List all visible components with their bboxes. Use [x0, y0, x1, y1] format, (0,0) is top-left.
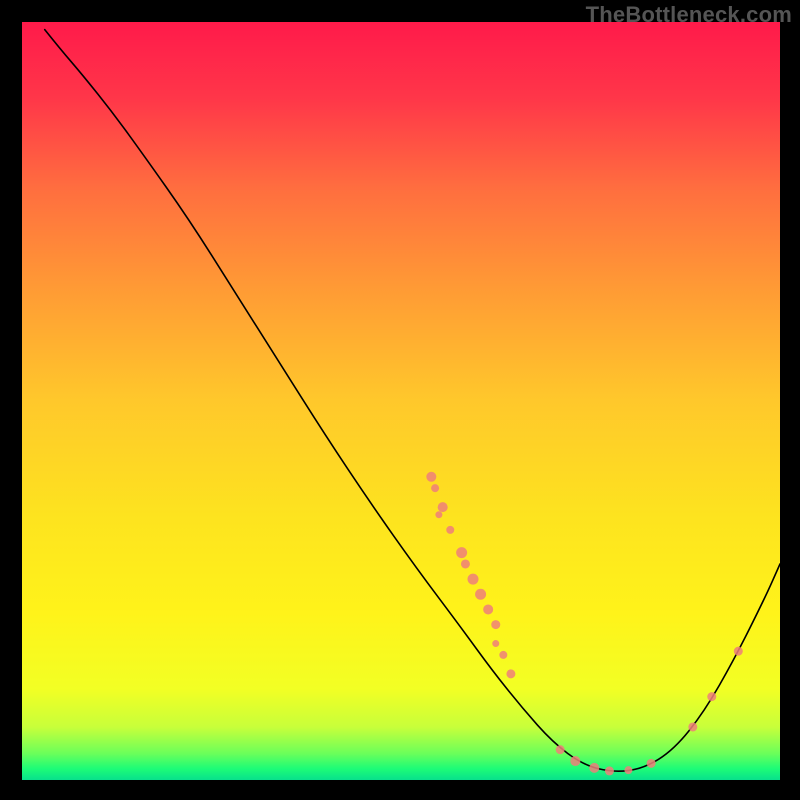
- data-marker: [506, 669, 515, 678]
- data-marker: [491, 620, 500, 629]
- chart-svg: [22, 22, 780, 780]
- data-marker: [431, 484, 439, 492]
- chart-plot-area: [22, 22, 780, 780]
- data-marker: [589, 763, 599, 773]
- data-marker: [483, 604, 493, 614]
- data-marker: [707, 692, 716, 701]
- data-marker: [647, 759, 656, 768]
- data-marker: [492, 640, 499, 647]
- data-marker: [688, 722, 697, 731]
- data-marker: [426, 472, 436, 482]
- data-marker: [438, 502, 448, 512]
- data-marker: [605, 766, 614, 775]
- watermark-text: TheBottleneck.com: [586, 2, 792, 28]
- data-marker: [435, 511, 442, 518]
- data-marker: [499, 651, 507, 659]
- data-marker: [456, 547, 467, 558]
- data-marker: [556, 745, 565, 754]
- chart-background: [22, 22, 780, 780]
- data-marker: [570, 756, 580, 766]
- data-marker: [734, 647, 743, 656]
- data-marker: [624, 766, 632, 774]
- data-marker: [446, 526, 454, 534]
- data-marker: [461, 559, 470, 568]
- data-marker: [468, 574, 479, 585]
- data-marker: [475, 589, 486, 600]
